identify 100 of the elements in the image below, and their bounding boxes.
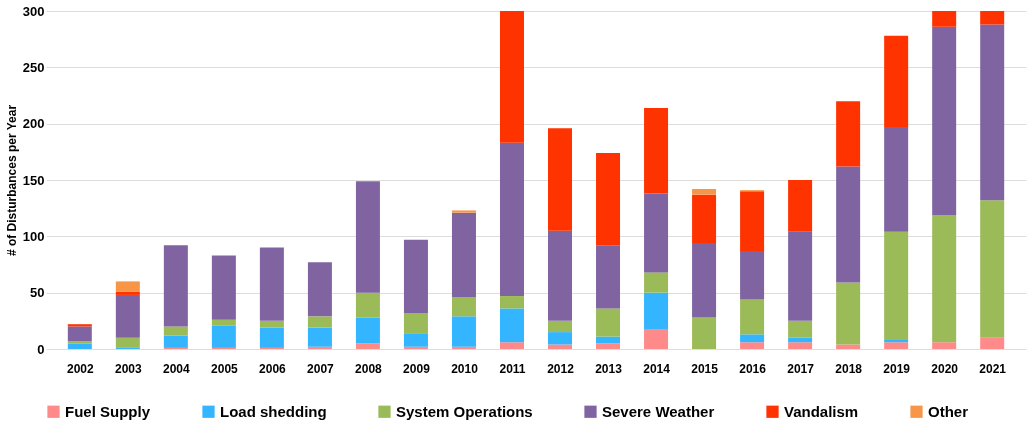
y-tick-label: 250 [22, 59, 45, 75]
y-axis-title: # of Disturbances per Year [4, 104, 19, 257]
bar [163, 335, 188, 348]
x-tick-label: 2006 [259, 361, 287, 376]
x-tick-label: 2004 [163, 361, 191, 376]
bar [499, 11, 524, 143]
x-tick-label: 2005 [211, 361, 239, 376]
x-tick-label: 2019 [883, 361, 911, 376]
legend-label: Load shedding [220, 402, 327, 420]
bar [403, 239, 428, 313]
bar [548, 344, 573, 349]
bar [451, 297, 476, 317]
x-tick-label: 2007 [307, 361, 335, 376]
bar [259, 320, 284, 328]
bar [211, 325, 236, 348]
legend-label: System Operations [396, 402, 533, 420]
bar [788, 231, 813, 321]
bar [692, 189, 717, 195]
legend-label: Other [928, 402, 969, 420]
x-tick-label: 2021 [979, 361, 1007, 376]
bar [740, 334, 765, 343]
bar [644, 107, 669, 194]
bar [67, 343, 92, 349]
bar [499, 342, 524, 349]
bar [644, 193, 669, 273]
bar [307, 262, 332, 317]
bar [740, 342, 765, 349]
bar [980, 337, 1005, 349]
x-tick-label: 2012 [547, 361, 575, 376]
bar [548, 230, 573, 321]
bar [451, 316, 476, 347]
bar [403, 312, 428, 334]
x-tick-label: 2018 [835, 361, 863, 376]
bar [355, 343, 380, 349]
bar [740, 191, 765, 251]
bar [644, 329, 669, 349]
bar [788, 320, 813, 338]
bar [644, 292, 669, 330]
y-tick-label: 300 [22, 3, 45, 19]
bar [692, 317, 717, 349]
bar [980, 11, 1005, 25]
x-tick-label: 2009 [403, 361, 431, 376]
bar [355, 181, 380, 293]
bar [692, 194, 717, 244]
bar [307, 327, 332, 347]
bar [403, 333, 428, 347]
bar [499, 142, 524, 297]
x-tick-label: 2013 [595, 361, 623, 376]
bar [884, 342, 909, 349]
bar [548, 320, 573, 333]
x-tick-label: 2015 [691, 361, 719, 376]
bar [932, 342, 957, 349]
x-tick-label: 2014 [643, 361, 671, 376]
bar [115, 294, 140, 338]
bar [980, 200, 1005, 338]
y-tick-label: 200 [22, 116, 45, 132]
x-tick-label: 2017 [787, 361, 815, 376]
bar [115, 281, 140, 292]
bar [932, 26, 957, 215]
bar [259, 327, 284, 348]
bar [163, 245, 188, 327]
bar [884, 231, 909, 340]
y-tick-label: 0 [37, 341, 45, 357]
x-tick-label: 2016 [739, 361, 767, 376]
bar [692, 243, 717, 318]
bar [836, 282, 861, 345]
bar [163, 326, 188, 336]
bar [788, 342, 813, 349]
bar [596, 152, 621, 246]
bar [307, 316, 332, 328]
bar [259, 247, 284, 321]
bar [451, 210, 476, 213]
bar [451, 212, 476, 298]
bar [932, 214, 957, 343]
bar [596, 308, 621, 337]
bar [884, 127, 909, 232]
bar [355, 292, 380, 318]
y-tick-label: 50 [30, 285, 45, 301]
bar [644, 272, 669, 293]
bar [115, 337, 140, 348]
legend-label: Vandalism [784, 402, 859, 420]
x-tick-label: 2008 [355, 361, 383, 376]
bar [596, 343, 621, 349]
bar [836, 166, 861, 283]
legend-label: Severe Weather [602, 402, 715, 420]
x-tick-label: 2020 [931, 361, 959, 376]
bar [596, 245, 621, 309]
bar [499, 296, 524, 309]
bar [788, 180, 813, 232]
bar [884, 35, 909, 128]
legend-label: Fuel Supply [65, 402, 151, 420]
bar [499, 308, 524, 343]
x-tick-label: 2011 [499, 361, 526, 376]
bar [836, 344, 861, 349]
x-tick-label: 2002 [66, 361, 94, 376]
bar [740, 299, 765, 335]
bar [67, 326, 92, 342]
x-tick-label: 2003 [114, 361, 142, 376]
bar [836, 101, 861, 167]
bar [548, 332, 573, 345]
